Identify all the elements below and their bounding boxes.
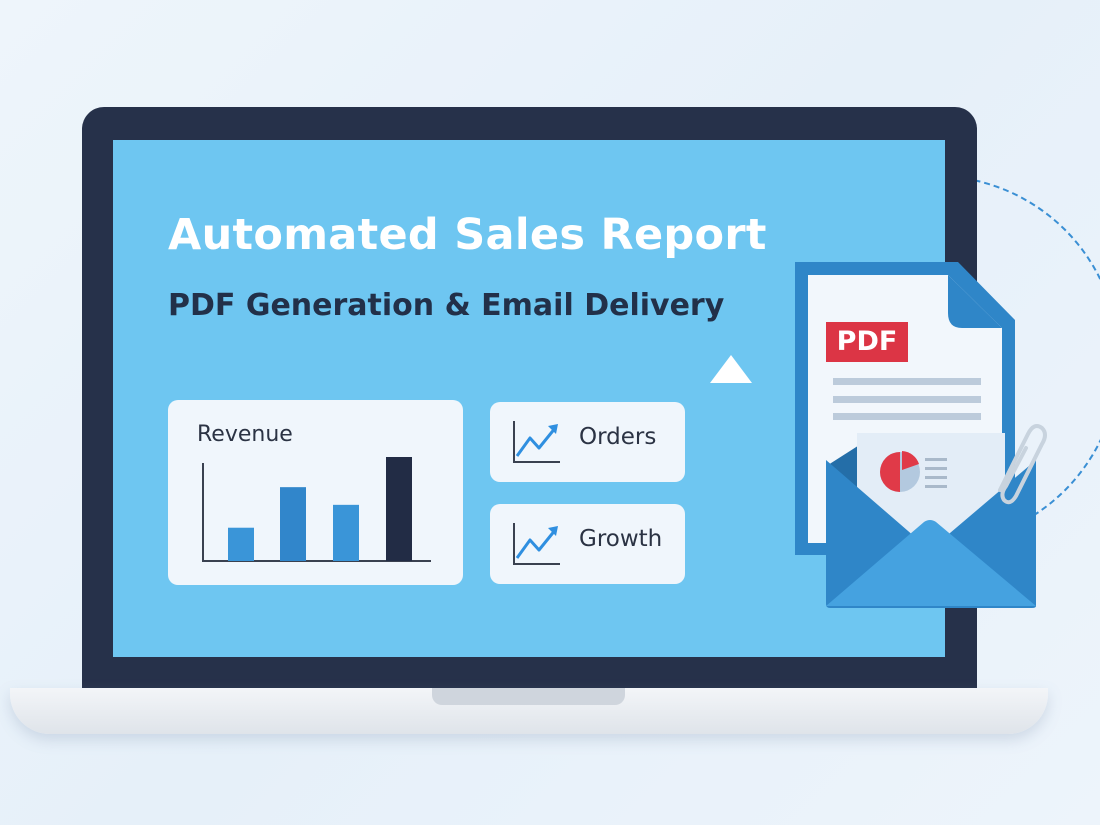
orders-label: Orders: [579, 424, 657, 450]
revenue-bar-4: [386, 457, 412, 561]
revenue-bar-3: [333, 504, 359, 561]
orders-card: Orders: [490, 402, 685, 482]
page-subtitle: PDF Generation & Email Delivery: [168, 288, 725, 323]
revenue-label: Revenue: [197, 422, 293, 447]
laptop-notch: [432, 688, 625, 705]
cycle-arrow-icon: [710, 355, 752, 383]
revenue-bar-chart: [202, 457, 431, 562]
revenue-bar-2: [280, 487, 306, 561]
revenue-bar-1: [228, 527, 254, 561]
trend-chart-icon: [513, 421, 560, 463]
growth-label: Growth: [579, 526, 663, 552]
paperclip-icon: [998, 424, 1047, 505]
revenue-card: Revenue: [168, 400, 463, 585]
page-title: Automated Sales Report: [168, 210, 767, 260]
trend-chart-icon: [513, 523, 560, 565]
envelope-icon: [826, 424, 1047, 608]
pdf-badge: PDF: [826, 322, 908, 362]
growth-card: Growth: [490, 504, 685, 584]
pie-chart-icon: [880, 451, 920, 492]
